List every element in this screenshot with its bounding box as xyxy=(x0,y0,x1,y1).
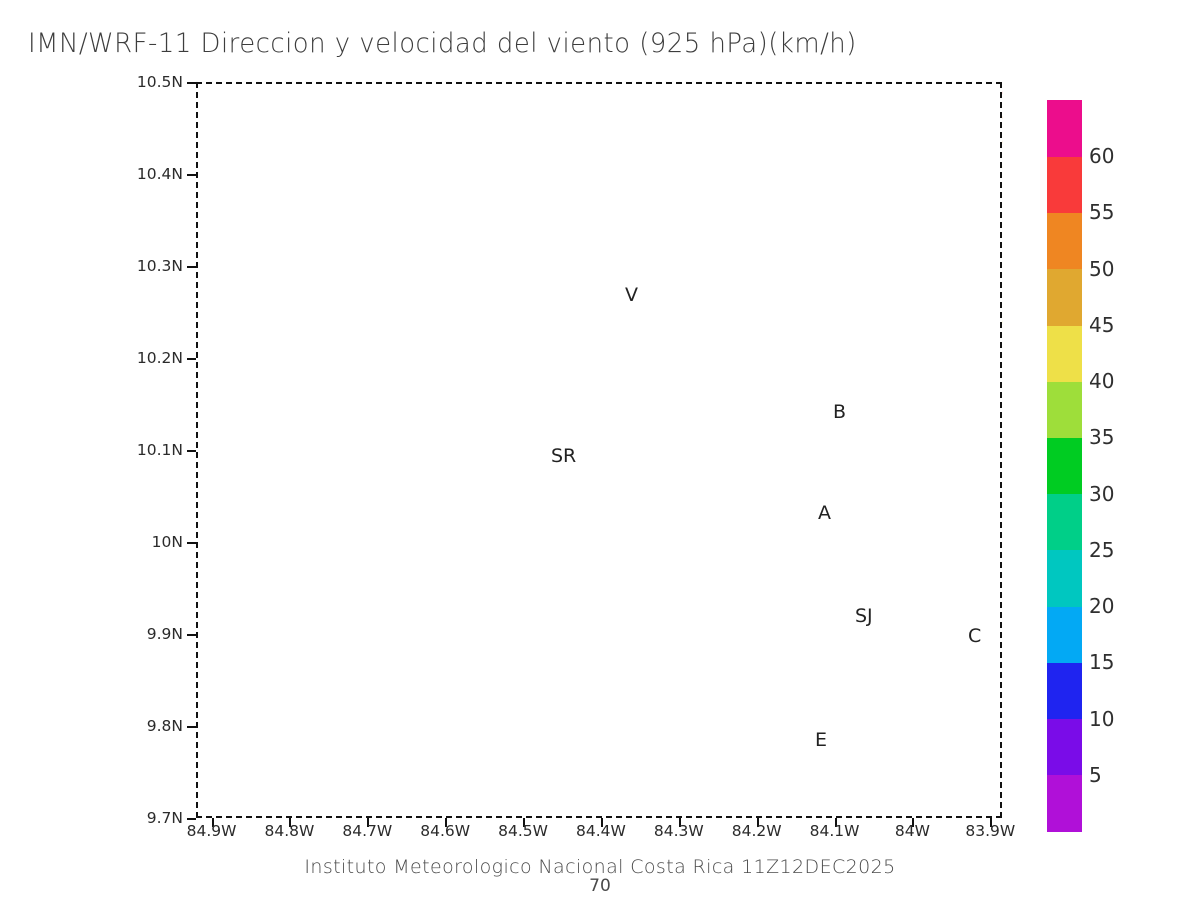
x-axis-tick xyxy=(756,818,759,827)
colorbar-band xyxy=(1047,437,1082,495)
x-axis-tick xyxy=(990,818,993,827)
colorbar-label: 40 xyxy=(1089,369,1115,394)
y-axis-label: 9.7N xyxy=(146,809,183,827)
colorbar-band xyxy=(1047,493,1082,551)
colorbar-label: 30 xyxy=(1089,481,1115,506)
colorbar-band xyxy=(1047,212,1082,270)
map-label-sr: SR xyxy=(551,445,577,467)
colorbar-band xyxy=(1047,268,1082,326)
x-axis-tick xyxy=(289,818,292,827)
colorbar-label: 60 xyxy=(1089,144,1115,169)
x-axis-tick xyxy=(211,818,214,827)
x-axis-label: 84.9W xyxy=(186,822,237,840)
y-axis-tick xyxy=(187,450,196,452)
colorbar-band xyxy=(1047,774,1082,832)
colorbar: 5 10 15 20 25 30 35 40 45 50 55 60 xyxy=(1047,100,1114,832)
y-axis-label: 10.3N xyxy=(136,257,183,275)
colorbar-band xyxy=(1047,662,1082,720)
colorbar-label: 50 xyxy=(1089,256,1115,281)
map-label-sj: SJ xyxy=(855,605,873,627)
y-axis-label: 10.1N xyxy=(136,441,183,459)
y-axis-label: 10.4N xyxy=(136,165,183,183)
y-axis-label: 10.2N xyxy=(136,349,183,367)
x-axis-tick xyxy=(445,818,448,827)
colorbar-label: 20 xyxy=(1089,594,1115,619)
x-axis-label: 84.4W xyxy=(576,822,626,840)
map-label-v: V xyxy=(625,284,638,306)
colorbar-band xyxy=(1047,156,1082,214)
x-axis-label: 84.6W xyxy=(420,822,471,840)
colorbar-label: 10 xyxy=(1089,706,1115,731)
colorbar-band xyxy=(1047,381,1082,438)
colorbar-band xyxy=(1047,324,1082,382)
colorbar-label: 35 xyxy=(1089,425,1115,450)
y-axis-tick xyxy=(187,726,196,728)
y-axis-tick xyxy=(187,542,196,544)
x-axis-label: 83.9W xyxy=(965,822,1016,840)
map-label-b: B xyxy=(833,401,847,423)
colorbar-label: 5 xyxy=(1089,762,1102,787)
colorbar-band xyxy=(1047,606,1082,663)
y-axis-tick xyxy=(187,266,196,268)
x-axis-tick xyxy=(834,818,837,827)
y-axis-tick xyxy=(187,358,196,360)
x-axis-tick xyxy=(523,818,526,827)
x-axis-label: 84.2W xyxy=(731,822,782,840)
map-label-c: C xyxy=(968,625,982,647)
colorbar-label: 55 xyxy=(1089,200,1115,225)
y-axis-tick xyxy=(187,634,196,636)
page-number: 70 xyxy=(589,876,611,896)
x-axis-tick xyxy=(678,818,681,827)
x-axis-label: 84.3W xyxy=(653,822,704,840)
map-label-e: E xyxy=(815,729,828,751)
y-axis-tick xyxy=(187,174,196,176)
y-axis-label: 10N xyxy=(151,533,183,551)
y-axis-label: 9.9N xyxy=(146,625,183,643)
colorbar-label: 15 xyxy=(1089,650,1115,675)
colorbar-band xyxy=(1047,549,1082,607)
x-axis-label: 84.5W xyxy=(498,822,548,840)
x-axis-label: 84.1W xyxy=(809,822,860,840)
x-axis-tick xyxy=(912,818,915,827)
plot-frame xyxy=(196,82,1002,818)
colorbar-band xyxy=(1047,100,1082,157)
x-axis-tick xyxy=(600,818,603,827)
footer-credit: Instituto Meteorologico Nacional Costa R… xyxy=(304,856,896,878)
colorbar-label: 45 xyxy=(1089,312,1115,337)
map-label-a: A xyxy=(818,502,831,524)
y-axis-label: 10.5N xyxy=(136,73,183,91)
colorbar-band xyxy=(1047,718,1082,776)
colorbar-label: 25 xyxy=(1089,537,1115,562)
y-axis-label: 9.8N xyxy=(146,717,183,735)
y-axis-tick xyxy=(187,818,196,820)
x-axis-label: 84W xyxy=(894,822,930,840)
y-axis-tick xyxy=(187,82,196,84)
x-axis-label: 84.8W xyxy=(264,822,315,840)
x-axis-tick xyxy=(367,818,370,827)
x-axis-label: 84.7W xyxy=(342,822,393,840)
